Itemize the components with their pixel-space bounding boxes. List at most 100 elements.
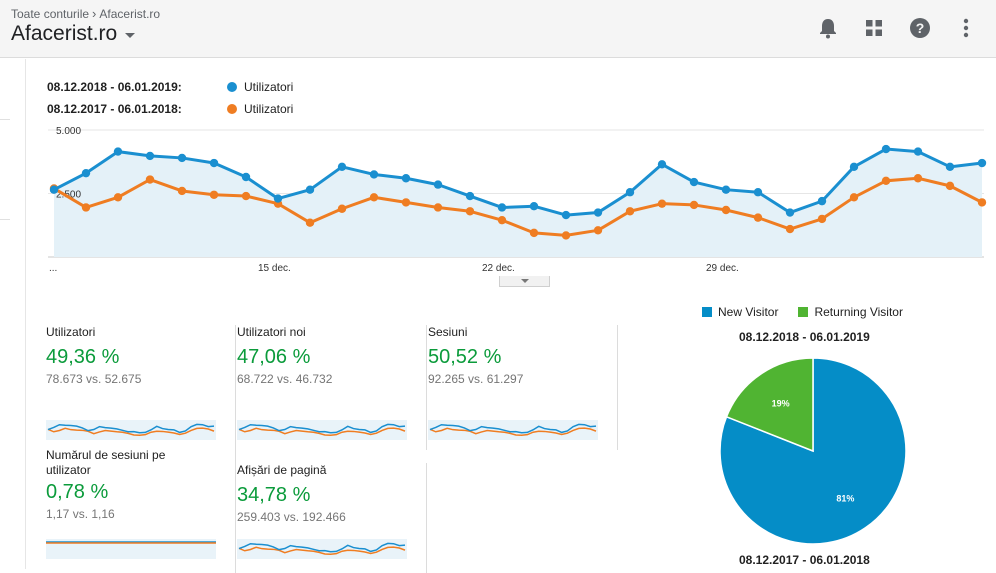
series-point[interactable] (241, 172, 251, 182)
series-line (53, 147, 983, 217)
series-point[interactable] (785, 224, 795, 234)
series-point[interactable] (81, 203, 91, 212)
series-point[interactable] (273, 194, 283, 203)
bell-icon[interactable] (816, 16, 840, 40)
visitor-type-pie-chart[interactable]: 81% 19% (716, 354, 910, 548)
series-area-fill (54, 149, 982, 257)
series-point[interactable] (657, 199, 667, 208)
series-point[interactable] (785, 208, 795, 217)
metric-card-sessions[interactable]: Sesiuni 50,52 % 92.265 vs. 61.297 (428, 325, 618, 450)
x-tick-label: 29 dec. (706, 263, 739, 274)
metric-sparkline (46, 539, 216, 559)
series-point[interactable] (529, 228, 539, 238)
series-point[interactable] (721, 205, 731, 215)
series-point[interactable] (177, 186, 187, 196)
series-point[interactable] (753, 188, 763, 197)
legend-new-visitor[interactable]: New Visitor (718, 305, 779, 319)
series-point[interactable] (81, 168, 91, 178)
series-point[interactable] (945, 181, 955, 191)
series-point[interactable] (209, 158, 219, 168)
series-point[interactable] (913, 147, 923, 156)
series-point[interactable] (849, 162, 859, 172)
sparkline-previous (429, 427, 597, 437)
series-point[interactable] (145, 175, 155, 184)
series-point[interactable] (625, 188, 635, 197)
series-point[interactable] (465, 207, 475, 216)
metric-sparkline (46, 420, 216, 440)
series-point[interactable] (497, 215, 507, 225)
series-point[interactable] (433, 180, 443, 189)
metric-card-users[interactable]: Utilizatori 49,36 % 78.673 vs. 52.675 (46, 325, 236, 450)
series-point[interactable] (625, 207, 635, 216)
metric-label: Afișări de pagină (237, 463, 327, 477)
series-point[interactable] (817, 214, 827, 224)
metric-card-new-users[interactable]: Utilizatori noi 47,06 % 68.722 vs. 46.73… (237, 325, 427, 450)
series-point[interactable] (369, 170, 379, 179)
more-vert-icon[interactable] (954, 16, 978, 40)
series-point[interactable] (337, 162, 347, 172)
series-point[interactable] (881, 144, 891, 154)
series-point[interactable] (593, 208, 603, 217)
pie-slice[interactable] (725, 357, 814, 453)
series-point[interactable] (465, 191, 475, 201)
legend-new-swatch (702, 307, 712, 317)
breadcrumb: Toate conturile › Afacerist.ro (11, 6, 160, 21)
metric-sparkline (237, 420, 407, 440)
series-point[interactable] (657, 160, 667, 169)
metric-card-pageviews[interactable]: Afișări de pagină 34,78 % 259.403 vs. 19… (237, 463, 427, 573)
metric-change: 0,78 % (46, 481, 109, 503)
series-point[interactable] (145, 151, 155, 161)
series-point[interactable] (721, 185, 731, 194)
pie-range-previous: 08.12.2017 - 06.01.2018 (739, 553, 870, 567)
breadcrumb-all-accounts[interactable]: Toate conturile (11, 6, 90, 21)
metric-label: Sesiuni (428, 325, 468, 339)
series-point[interactable] (177, 153, 187, 163)
series-point[interactable] (561, 231, 571, 240)
chart-collapse-toggle[interactable] (499, 276, 550, 287)
series-point[interactable] (113, 147, 123, 156)
series-point[interactable] (305, 185, 315, 194)
series-point[interactable] (529, 202, 539, 211)
series-point[interactable] (817, 196, 827, 206)
sparkline-current (238, 423, 406, 434)
account-selector[interactable]: Afacerist.ro (11, 22, 136, 46)
apps-grid-icon[interactable] (862, 16, 886, 40)
sparkline-previous (47, 427, 215, 437)
series-point[interactable] (497, 203, 507, 212)
series-point[interactable] (977, 198, 987, 207)
series-point[interactable] (593, 226, 603, 235)
series-point[interactable] (401, 198, 411, 207)
users-line-chart[interactable]: 5.000 2.500... 15 dec. 22 dec. 29 dec. (48, 118, 992, 278)
breadcrumb-account[interactable]: Afacerist.ro (99, 6, 161, 21)
series-point[interactable] (689, 177, 699, 187)
sparkline-current (429, 423, 597, 434)
series-point[interactable] (113, 193, 123, 202)
series-point[interactable] (241, 191, 251, 201)
series-point[interactable] (369, 193, 379, 202)
series-point[interactable] (401, 174, 411, 183)
help-icon[interactable]: ? (908, 16, 932, 40)
series-point[interactable] (433, 203, 443, 212)
legend-returning-visitor[interactable]: Returning Visitor (814, 305, 903, 319)
metric-card-sessions-per-user[interactable]: Numărul de sesiuni pe utilizator 0,78 % … (46, 448, 236, 573)
series-point[interactable] (337, 204, 347, 213)
chevron-right-icon: › (92, 6, 97, 21)
series-point[interactable] (945, 162, 955, 172)
sparkline-bg (46, 420, 216, 440)
series-point[interactable] (977, 158, 987, 168)
series-point[interactable] (913, 174, 923, 183)
metric-change: 47,06 % (237, 346, 311, 368)
series-point[interactable] (753, 213, 763, 222)
series-point[interactable] (561, 210, 571, 220)
legend-current-metric[interactable]: Utilizatori (244, 80, 294, 94)
series-point[interactable] (209, 190, 219, 199)
series-point[interactable] (689, 200, 699, 210)
series-point[interactable] (305, 218, 315, 227)
series-point[interactable] (849, 193, 859, 202)
legend-current-dot (227, 82, 237, 92)
legend-previous-metric[interactable]: Utilizatori (244, 102, 294, 116)
series-point[interactable] (881, 176, 891, 185)
pie-slice-label: 81% (836, 494, 854, 504)
series-point[interactable] (49, 185, 59, 194)
triangle-down-icon (520, 279, 529, 283)
